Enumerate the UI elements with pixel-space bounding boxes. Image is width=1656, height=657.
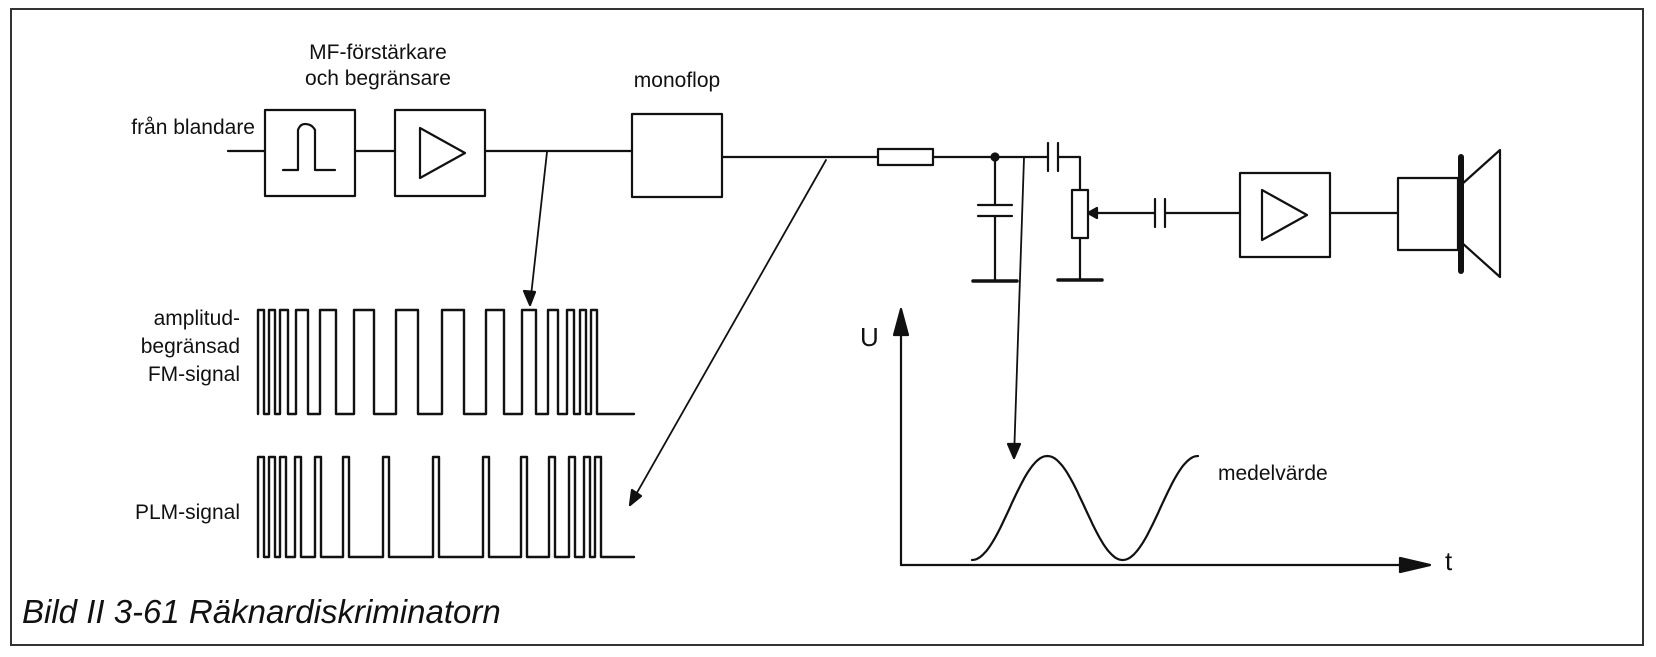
figure-caption: Bild II 3-61 Räknardiskriminatorn bbox=[22, 593, 501, 630]
amplifier-triangle-icon bbox=[1260, 188, 1309, 242]
af-amplifier-block bbox=[1238, 171, 1400, 259]
fm-label-line3: FM-signal bbox=[147, 363, 240, 386]
signal-line bbox=[226, 149, 1050, 159]
mean-value-label: medelvärde bbox=[1218, 462, 1328, 485]
arrow-to-mean bbox=[1006, 157, 1025, 460]
if-amplifier-block bbox=[393, 108, 487, 198]
mean-value-curve bbox=[970, 454, 1200, 562]
plm-signal-waveform bbox=[256, 455, 636, 559]
axis-t-label: t bbox=[1445, 546, 1453, 576]
monoflop-title: monoflop bbox=[633, 69, 721, 92]
if-amp-title: MF-förstärkare och begränsare bbox=[258, 40, 498, 92]
fm-label-line2: begränsad bbox=[140, 335, 240, 358]
if-amp-title-line2: och begränsare bbox=[305, 67, 451, 90]
loudspeaker-icon bbox=[1396, 148, 1502, 279]
limiter-pulse-icon bbox=[281, 122, 337, 172]
axis-u-label: U bbox=[860, 322, 879, 352]
axis-t-arrow bbox=[1398, 556, 1432, 574]
if-amp-title-line1: MF-förstärkare bbox=[309, 41, 447, 64]
capacitor-icon bbox=[1153, 197, 1242, 229]
capacitor-icon bbox=[976, 152, 1014, 283]
arrow-to-fm bbox=[522, 151, 548, 307]
fm-signal-waveform bbox=[256, 308, 636, 416]
capacitor-icon bbox=[1046, 141, 1082, 192]
axis-u-arrow bbox=[892, 307, 910, 337]
figure-frame bbox=[10, 8, 1644, 646]
arrow-to-plm bbox=[628, 159, 827, 507]
from-mixer-label: från blandare bbox=[131, 116, 255, 139]
monoflop-block bbox=[630, 112, 724, 199]
limiter-block bbox=[263, 108, 357, 198]
fm-label-line1: amplitud- bbox=[153, 307, 240, 330]
plm-signal-label: PLM-signal bbox=[134, 501, 240, 524]
amplifier-triangle-icon bbox=[418, 126, 467, 180]
ut-axes bbox=[892, 307, 1432, 574]
potentiometer-icon bbox=[1070, 188, 1157, 282]
resistor-icon bbox=[876, 147, 935, 167]
fm-signal-label: amplitud- begränsad FM-signal bbox=[100, 305, 240, 389]
